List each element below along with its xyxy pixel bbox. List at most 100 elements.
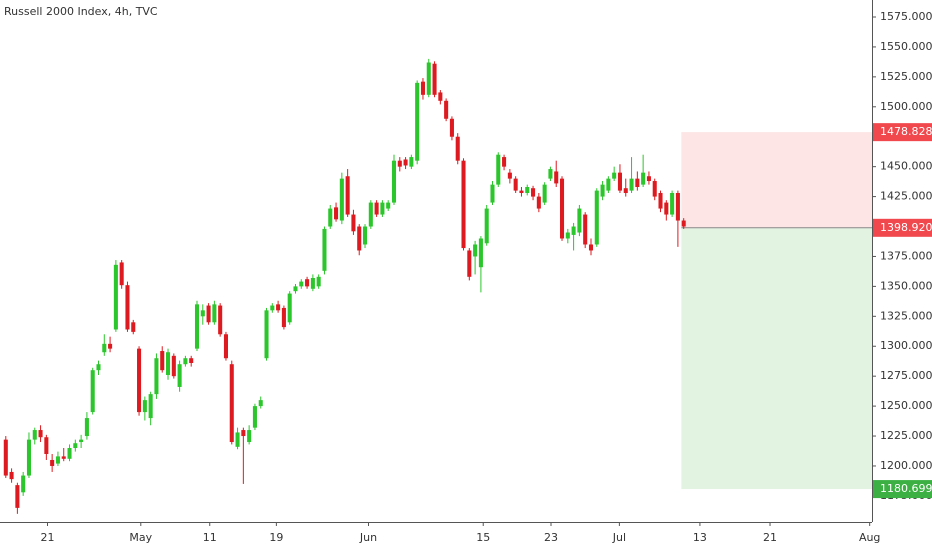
candle-body	[438, 92, 443, 101]
candle-body	[142, 400, 147, 413]
x-tick-label: 23	[544, 531, 558, 544]
candle-body	[559, 178, 565, 239]
candle-body	[229, 364, 234, 443]
y-tick-label: 1450.000	[880, 160, 932, 173]
x-tick-label: 19	[269, 531, 283, 544]
candle-body	[357, 226, 362, 251]
candle-body	[328, 208, 333, 227]
candle-body	[577, 208, 582, 233]
candle-body	[9, 471, 14, 480]
candle-body	[131, 322, 136, 332]
candle-body	[519, 190, 524, 193]
candle-body	[374, 202, 379, 215]
candle-body	[380, 202, 385, 215]
candle-body	[310, 278, 315, 289]
candle-body	[449, 118, 454, 137]
y-tick-label: 1350.000	[880, 279, 932, 292]
candle-body	[154, 358, 159, 395]
candle-body	[50, 459, 55, 466]
candle-body	[594, 190, 599, 245]
candle-body	[652, 181, 657, 197]
candle-body	[67, 448, 72, 459]
chart-title: Russell 2000 Index, 4h, TVC	[4, 5, 158, 18]
candle-body	[588, 244, 594, 251]
candle-body	[583, 214, 588, 245]
x-tick-label: May	[129, 531, 152, 544]
candle-body	[646, 176, 651, 182]
candle-body	[386, 202, 391, 209]
y-tick-label: 1250.000	[880, 399, 932, 412]
y-tick-label: 1225.000	[880, 429, 932, 442]
y-tick-label: 1275.000	[880, 369, 932, 382]
y-tick-label: 1300.000	[880, 339, 932, 352]
candle-body	[426, 62, 431, 95]
candle-body	[461, 160, 466, 249]
candle-body	[287, 293, 292, 323]
candle-body	[681, 220, 686, 227]
candle-body	[90, 370, 95, 413]
candle-body	[276, 304, 281, 311]
candle-body	[473, 244, 478, 257]
candle-body	[571, 226, 576, 235]
candle-body	[484, 208, 489, 244]
candle-body	[183, 358, 188, 365]
y-tick-label: 1575.000	[880, 10, 932, 23]
candle-body	[542, 184, 547, 203]
candle-body	[403, 159, 408, 166]
candle-body	[299, 281, 304, 287]
candle-body	[108, 343, 113, 349]
candle-body	[84, 418, 89, 437]
y-tick-label: 1325.000	[880, 309, 932, 322]
stop-label-box	[873, 123, 932, 142]
y-tick-label: 1500.000	[880, 100, 932, 113]
candle-body	[305, 279, 310, 287]
candle-body	[623, 188, 628, 193]
candle-body	[565, 232, 570, 239]
candle-body	[96, 364, 101, 371]
candle-body	[339, 178, 344, 221]
entry-label: 1398.920	[880, 221, 932, 234]
candle-body	[73, 443, 78, 449]
candle-body	[606, 178, 611, 191]
candle-body	[502, 157, 507, 167]
candle-body	[664, 202, 669, 215]
stop-label: 1478.828	[880, 125, 932, 138]
candle-body	[548, 169, 553, 179]
candle-body	[351, 214, 356, 232]
entry-label-box	[873, 218, 932, 237]
candle-body	[397, 160, 402, 167]
candle-body	[658, 192, 663, 209]
y-tick-label: 1375.000	[880, 249, 932, 262]
candle-body	[137, 348, 142, 413]
candle-body	[189, 358, 194, 364]
candle-body	[218, 305, 223, 335]
candle-body	[641, 172, 646, 185]
candle-body	[368, 202, 373, 227]
candle-body	[61, 456, 66, 459]
candle-body	[171, 355, 176, 377]
candle-body	[119, 262, 124, 286]
candle-body	[212, 304, 217, 323]
candle-body	[513, 178, 518, 191]
candle-body	[26, 439, 31, 476]
candle-body	[675, 192, 680, 221]
candle-body	[478, 238, 483, 268]
candle-body	[455, 136, 460, 161]
candle-body	[496, 154, 501, 185]
candle-body	[55, 456, 60, 464]
candle-body	[177, 364, 182, 387]
y-tick-label: 1425.000	[880, 190, 932, 203]
candle-body	[194, 304, 200, 349]
y-tick-label: 1200.000	[880, 459, 932, 472]
candle-body	[635, 178, 640, 188]
candle-body	[444, 100, 449, 119]
x-tick-label: 13	[693, 531, 707, 544]
candle-body	[391, 160, 397, 203]
candle-body	[148, 394, 153, 419]
candle-body	[670, 192, 675, 215]
candle-body	[38, 430, 43, 438]
candle-body	[490, 184, 495, 203]
candle-body	[617, 172, 622, 191]
y-tick-label: 1550.000	[880, 40, 932, 53]
y-tick-label: 1525.000	[880, 70, 932, 83]
